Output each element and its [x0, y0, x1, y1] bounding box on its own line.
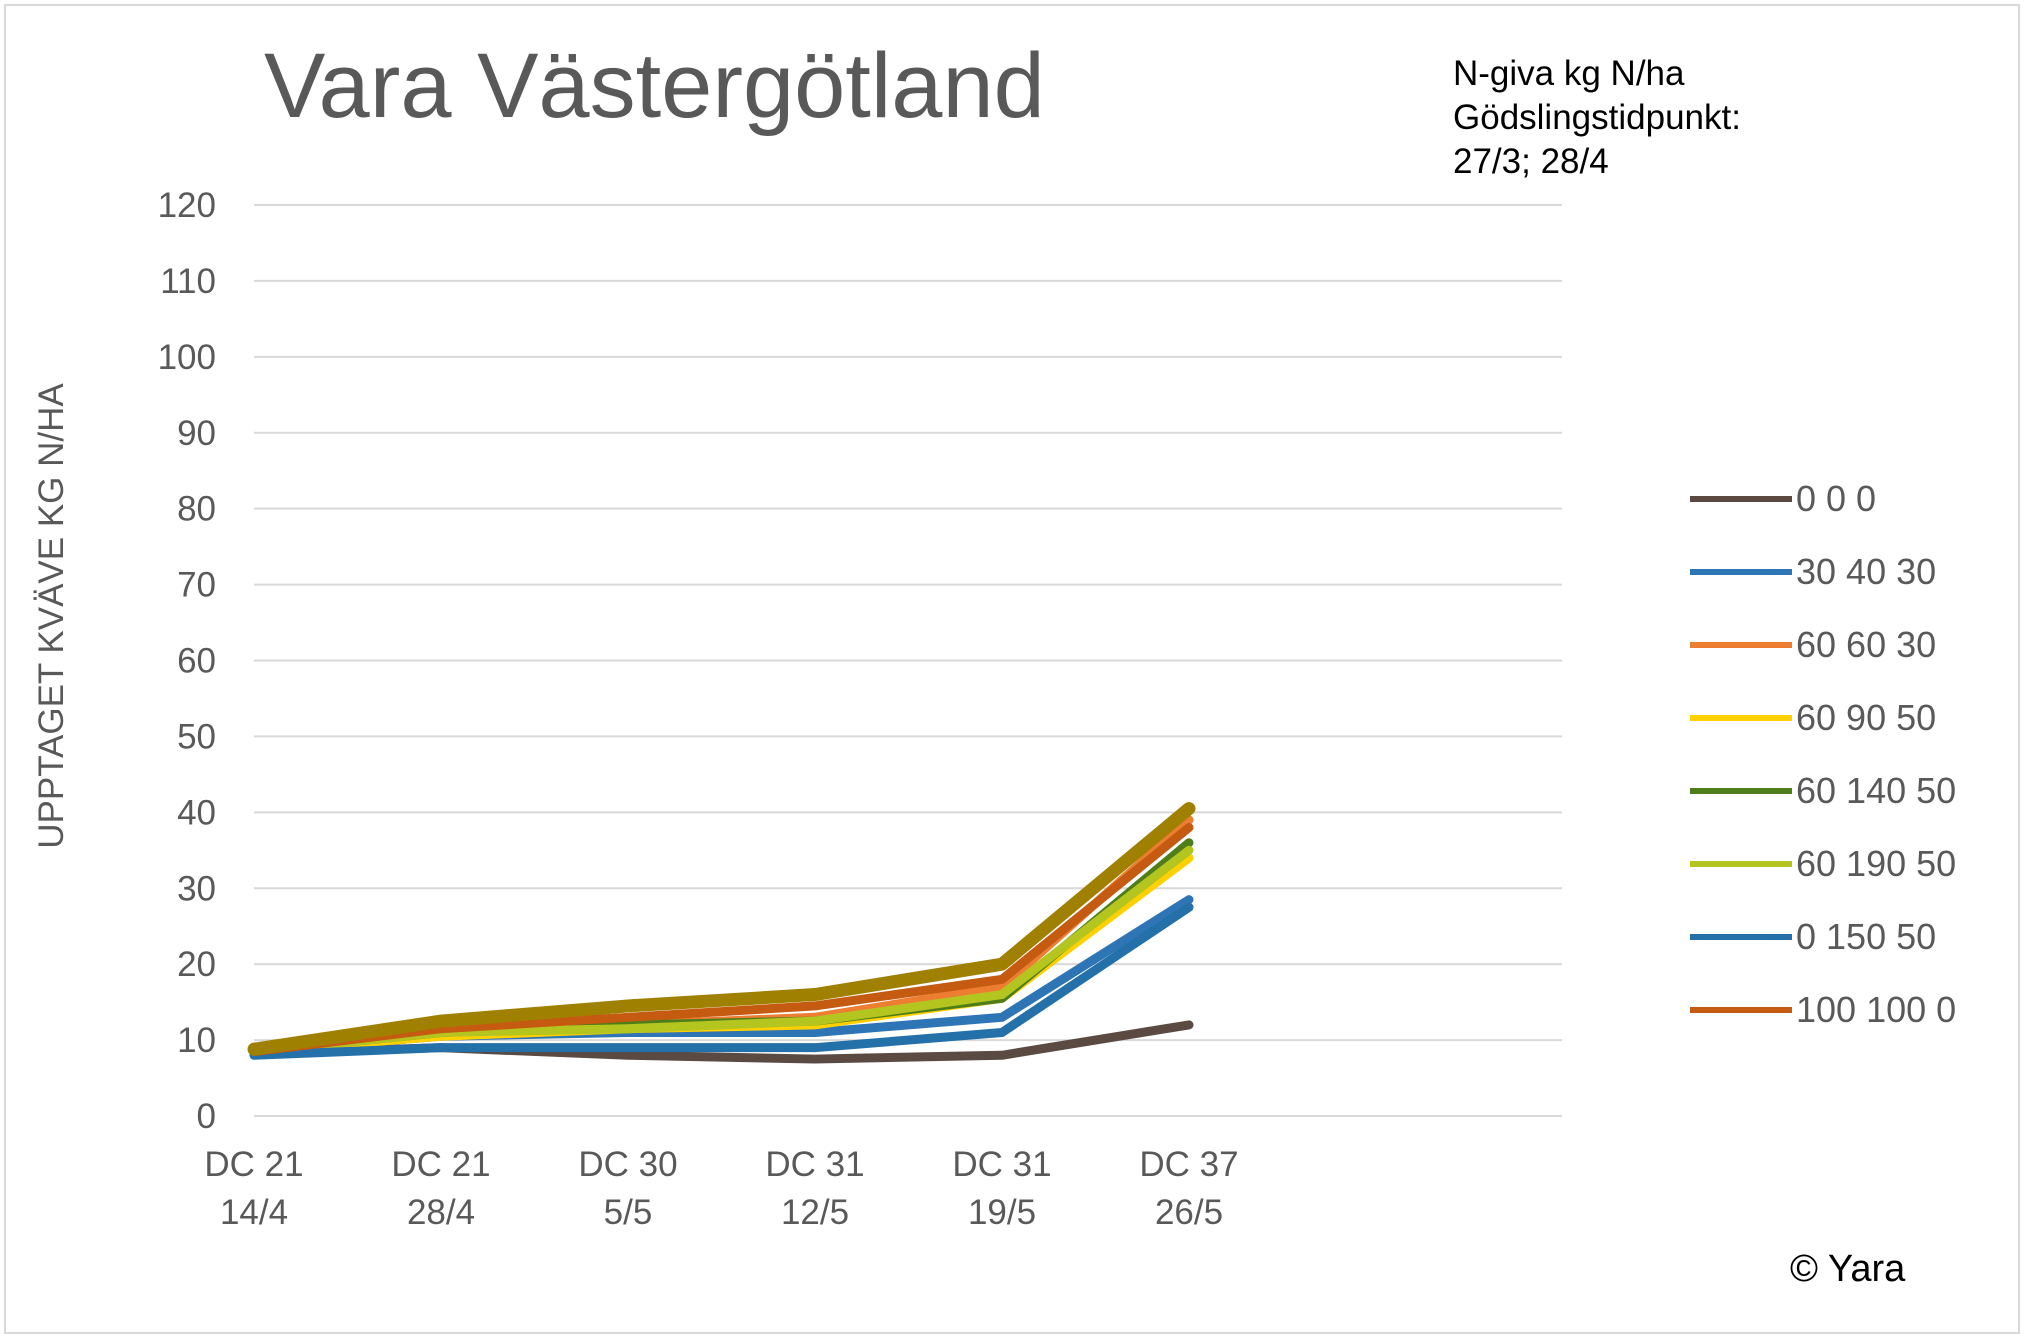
- legend-swatch: [1690, 568, 1792, 575]
- note-line-2: Gödslingstidpunkt:: [1453, 98, 1741, 137]
- legend-swatch: [1690, 933, 1792, 940]
- legend-item: 100 100 0: [1690, 973, 1956, 1046]
- legend-item: 30 40 30: [1690, 535, 1956, 608]
- legend-label: 100 100 0: [1796, 988, 1957, 1030]
- series-line: [249, 823, 1194, 1056]
- legend-swatch: [1690, 495, 1792, 502]
- x-tick-layer: DC 21 14/4 DC 21 28/4 DC 30 5/5 DC 31 12/5 DC 31…: [204, 1145, 1238, 1232]
- y-tick-label: 120: [158, 186, 216, 225]
- x-tick-label: DC 21 28/4: [391, 1145, 490, 1232]
- legend-swatch: [1690, 787, 1792, 794]
- y-tick-layer: 0 10 20 30 40 50 60 70 80 90 100 110 120: [158, 186, 216, 1136]
- legend-swatch: [1690, 860, 1792, 867]
- legend-label: 60 90 50: [1796, 696, 1937, 738]
- legend-label: 60 190 50: [1796, 842, 1957, 884]
- series-line: [247, 802, 1196, 1056]
- y-tick-label: 50: [177, 717, 216, 756]
- legend-item: 60 140 50: [1690, 754, 1956, 827]
- y-tick-label: 80: [177, 490, 216, 529]
- series-layer: [247, 802, 1196, 1064]
- y-tick-label: 100: [158, 338, 216, 377]
- x-tick-label: DC 21 14/4: [204, 1145, 303, 1232]
- legend-item: 0 0 0: [1690, 462, 1956, 535]
- note-line-3: 27/3; 28/4: [1453, 142, 1609, 181]
- y-tick-label: 110: [160, 262, 216, 301]
- legend-item: 60 60 30: [1690, 608, 1956, 681]
- fertilization-note: N-giva kg N/ha Gödslingstidpunkt: 27/3; …: [1453, 52, 1741, 184]
- y-tick-label: 10: [177, 1021, 216, 1060]
- y-tick-label: 90: [177, 414, 216, 453]
- y-tick-label: 0: [197, 1097, 216, 1136]
- x-tick-label: DC 30 5/5: [578, 1145, 677, 1232]
- chart-frame: [4, 4, 2020, 1334]
- x-tick-label: DC 31 19/5: [952, 1145, 1051, 1232]
- legend-item: 60 190 50: [1690, 827, 1956, 900]
- legend-item: 60 90 50: [1690, 681, 1956, 754]
- y-tick-label: 60: [177, 642, 216, 681]
- y-tick-label: 40: [177, 793, 216, 832]
- legend-swatch: [1690, 714, 1792, 721]
- legend-label: 0 150 50: [1796, 915, 1937, 957]
- x-tick-label: DC 37 26/5: [1139, 1145, 1238, 1232]
- legend-swatch: [1690, 1006, 1792, 1013]
- note-line-1: N-giva kg N/ha: [1453, 54, 1685, 93]
- legend-swatch: [1690, 641, 1792, 648]
- legend-label: 0 0 0: [1796, 477, 1877, 519]
- y-tick-label: 70: [177, 566, 216, 605]
- legend-label: 60 140 50: [1796, 769, 1957, 811]
- series-line: [249, 902, 1194, 1060]
- copyright-text: © Yara: [1790, 1248, 1906, 1290]
- y-tick-label: 30: [177, 869, 216, 908]
- y-tick-label: 20: [177, 945, 216, 984]
- legend-item: 0 150 50: [1690, 900, 1956, 973]
- chart-title: Vara Västergötland: [264, 35, 1045, 137]
- legend-label: 60 60 30: [1796, 623, 1937, 665]
- legend: 0 0 0 30 40 30 60 60 30 60 90 50 60 140 50 60…: [1690, 462, 1956, 1046]
- legend-label: 30 40 30: [1796, 550, 1937, 592]
- x-tick-label: DC 31 12/5: [765, 1145, 864, 1232]
